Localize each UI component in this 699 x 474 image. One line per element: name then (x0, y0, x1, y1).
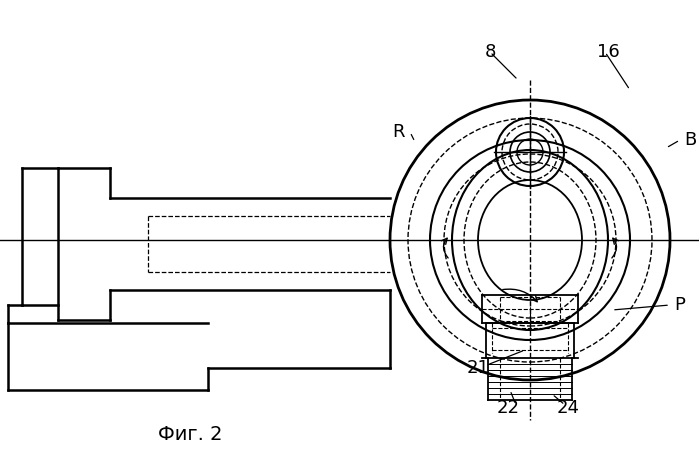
Text: Фиг. 2: Фиг. 2 (158, 426, 222, 445)
Text: R: R (391, 123, 404, 141)
Text: 8: 8 (484, 43, 496, 61)
Text: 24: 24 (556, 399, 579, 417)
Text: P: P (675, 296, 686, 314)
Text: 16: 16 (597, 43, 619, 61)
Text: 21: 21 (466, 359, 489, 377)
Text: B: B (684, 131, 696, 149)
Text: 22: 22 (496, 399, 519, 417)
